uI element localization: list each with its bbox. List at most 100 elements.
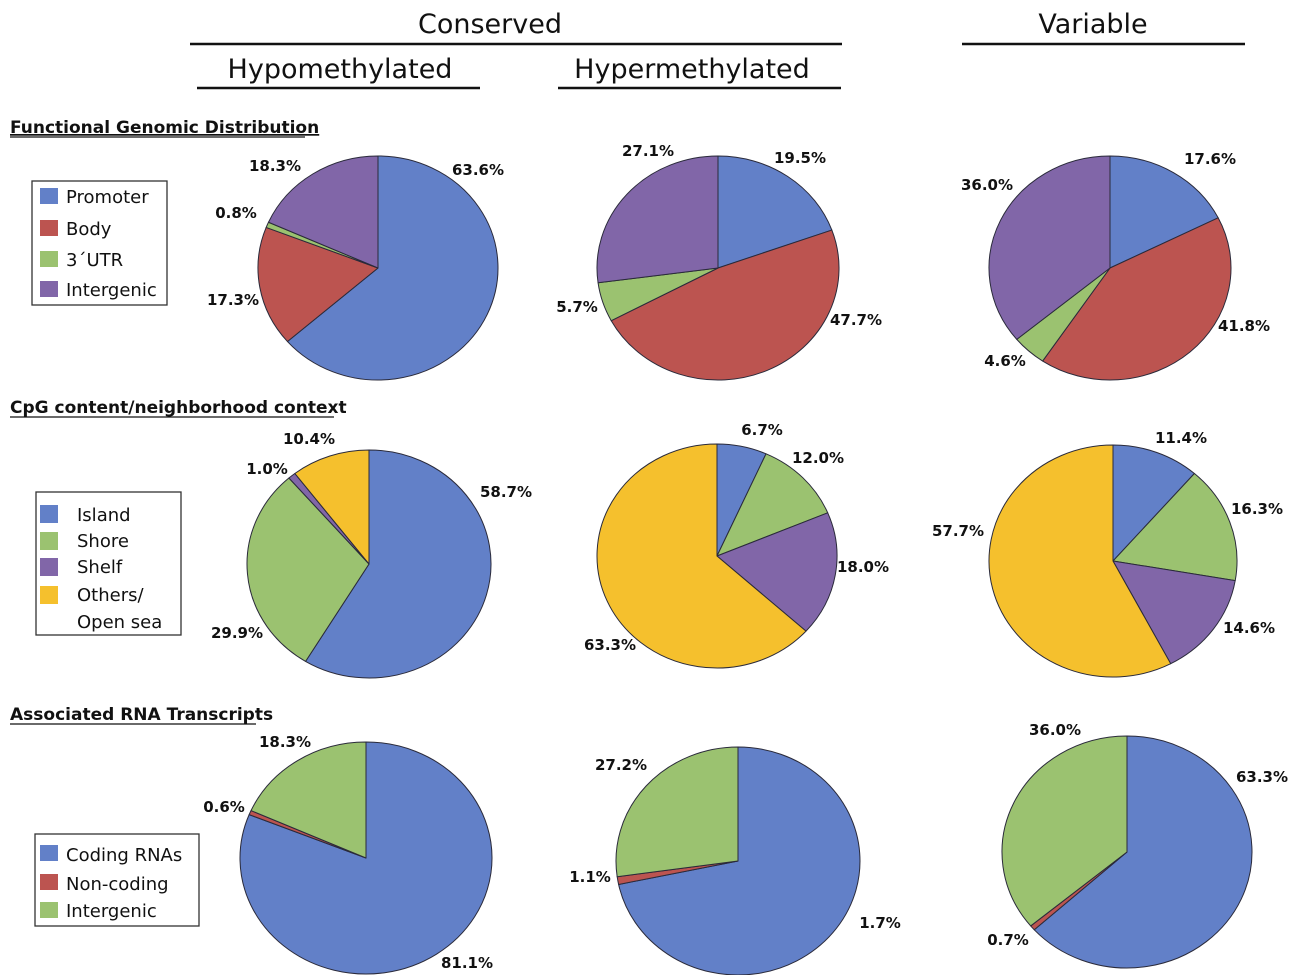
pie-slice-promoter (1109, 155, 1219, 269)
pie-slice-intergenic (1001, 735, 1128, 927)
header-hypomethylated: Hypomethylated (228, 54, 453, 85)
data-label-promoter: 17.6% (1184, 150, 1236, 168)
legend-swatch-shore (40, 532, 58, 550)
data-label-promoter: 19.5% (774, 149, 826, 167)
data-label-island: 11.4% (1155, 429, 1207, 447)
legend-rna: Coding RNAs Non-coding Intergenic (34, 833, 200, 927)
pie-rna-7: 1.7% 1.1% 27.2% (569, 746, 901, 975)
pie-slice-body (257, 226, 379, 343)
data-label-others-open-sea: 63.3% (584, 636, 636, 654)
legend-swatch-intergenic (40, 902, 58, 918)
legend-label-intergenic: Intergenic (66, 280, 157, 301)
pie-rna-6: 81.1% 0.6% 18.3% (203, 733, 493, 975)
data-label-intergenic: 36.0% (961, 176, 1013, 194)
legend-label-intergenic: Intergenic (66, 901, 157, 922)
legend-label-noncoding: Non-coding (66, 874, 169, 895)
header-variable: Variable (1038, 9, 1147, 40)
legend-label-others: Others/ (77, 585, 144, 606)
legend-swatch-intergenic (40, 281, 58, 297)
data-label-shore: 16.3% (1231, 500, 1283, 518)
legend-label-island: Island (77, 505, 131, 526)
pie-charts: 63.6% 17.3% 0.8% 18.3% 19.5% 47.7% 5.7% 27.1% 17… (203, 142, 1288, 975)
data-label-intergenic: 27.1% (622, 142, 674, 160)
legend-label-promoter: Promoter (66, 187, 149, 208)
legend-label-shelf: Shelf (77, 557, 123, 578)
legend-label-open-sea: Open sea (77, 612, 162, 633)
data-label-intergenic: 18.3% (259, 733, 311, 751)
data-label-island: 58.7% (480, 483, 532, 501)
data-label-body: 41.8% (1218, 317, 1270, 335)
pie-functional-1: 19.5% 47.7% 5.7% 27.1% (556, 142, 882, 381)
pie-slice-coding-rnas (618, 746, 861, 975)
pie-slice-intergenic (250, 741, 367, 859)
section-title-rna: Associated RNA Transcripts (10, 705, 273, 725)
legend-swatch-body (40, 220, 58, 236)
pie-cpg-3: 58.7% 29.9% 1.0% 10.4% (211, 430, 532, 679)
data-label-island: 6.7% (741, 421, 783, 439)
section-title-cpg: CpG content/neighborhood context (10, 398, 347, 418)
pie-functional-0: 63.6% 17.3% 0.8% 18.3% (207, 155, 504, 381)
legend-label-coding: Coding RNAs (66, 845, 182, 866)
data-label-3-utr: 4.6% (984, 352, 1026, 370)
pie-slice-intergenic (596, 155, 719, 284)
legend-swatch-coding (40, 845, 58, 861)
pie-slice-shore (246, 477, 370, 662)
legend-swatch-promoter (40, 188, 58, 204)
legend-swatch-island (40, 505, 58, 523)
pie-slice-intergenic (267, 155, 379, 269)
pie-cpg-5: 11.4% 16.3% 14.6% 57.7% (932, 429, 1283, 678)
data-label-non-coding: 1.1% (569, 868, 611, 886)
data-label-coding-rnas: 1.7% (859, 914, 901, 932)
data-label-non-coding: 0.7% (987, 931, 1029, 949)
pie-cpg-4: 6.7% 12.0% 18.0% 63.3% (584, 421, 889, 669)
pie-slice-island (305, 449, 492, 679)
section-title-functional: Functional Genomic Distribution (10, 118, 319, 138)
data-label-3-utr: 5.7% (556, 298, 598, 316)
legend-frame (34, 833, 200, 927)
pie-slice-coding-rnas (239, 741, 493, 975)
pie-slice-island (1112, 444, 1195, 562)
pie-slice-others-open-sea (294, 449, 370, 565)
data-label-shore: 29.9% (211, 624, 263, 642)
data-label-others-open-sea: 10.4% (283, 430, 335, 448)
legend-swatch-3utr (40, 251, 58, 267)
data-label-promoter: 63.6% (452, 161, 504, 179)
legend-swatch-noncoding (40, 874, 58, 890)
pie-slice-promoter (286, 155, 499, 381)
pie-slice-shelf (1112, 560, 1236, 665)
legend-label-shore: Shore (77, 531, 129, 552)
legend-functional: Promoter Body 3´UTR Intergenic (31, 180, 168, 306)
data-label-coding-rnas: 63.3% (1236, 768, 1288, 786)
legend-frame (35, 491, 182, 636)
pie-slice-intergenic (988, 155, 1111, 340)
pie-slice-shore (1112, 473, 1238, 582)
pie-slice-promoter (717, 155, 833, 269)
header-hypermethylated: Hypermethylated (574, 54, 810, 85)
data-label-shelf: 18.0% (837, 558, 889, 576)
pie-slice-others-open-sea (596, 443, 807, 669)
data-label-others-open-sea: 57.7% (932, 522, 984, 540)
data-label-body: 17.3% (207, 291, 259, 309)
legend-swatch-shelf (40, 558, 58, 576)
data-label-intergenic: 27.2% (595, 756, 647, 774)
pie-slice-shore (716, 453, 829, 557)
pie-slice-shelf (716, 512, 838, 632)
pie-slice-intergenic (615, 746, 739, 878)
legend-cpg: Island Shore Shelf Others/ Open sea (35, 491, 182, 636)
pie-slice-others-open-sea (988, 444, 1172, 678)
data-label-intergenic: 36.0% (1029, 721, 1081, 739)
data-label-shore: 12.0% (792, 449, 844, 467)
legend-swatch-others (40, 586, 58, 604)
pie-rna-8: 63.3% 0.7% 36.0% (987, 721, 1288, 969)
data-label-non-coding: 0.6% (203, 798, 245, 816)
pie-slice-body (610, 229, 840, 381)
legend-label-3utr: 3´UTR (66, 250, 123, 271)
pie-slice-body (1042, 217, 1232, 381)
data-label-shelf: 1.0% (246, 460, 288, 478)
legend-label-body: Body (66, 219, 112, 240)
pie-slice-coding-rnas (1033, 735, 1253, 969)
data-label-3-utr: 0.8% (215, 204, 257, 222)
data-label-coding-rnas: 81.1% (441, 954, 493, 972)
pie-functional-2: 17.6% 41.8% 4.6% 36.0% (961, 150, 1270, 381)
